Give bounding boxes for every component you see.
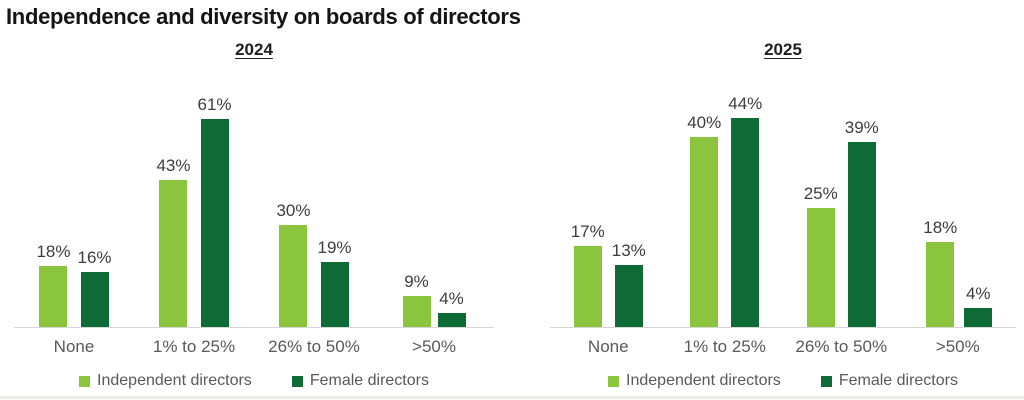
bar-independent-directors (926, 242, 955, 327)
legend-label: Female directors (838, 372, 958, 389)
bar-independent-directors (39, 266, 68, 327)
bar-column: 61% (198, 72, 232, 327)
bar-column: 16% (78, 72, 112, 327)
bar-column: 18% (36, 72, 71, 327)
bar-value-label: 30% (276, 201, 311, 220)
bar-column: 4% (437, 72, 466, 327)
square-swatch-icon (79, 375, 91, 387)
charts-row: 2024 18% 16% 43% 61% 30% 19% 9% 4% None 1% to 25% 2… (0, 34, 1024, 390)
legend: Independent directors Female directors (14, 372, 494, 390)
bar-female-directors (847, 142, 876, 327)
x-axis-labels: None 1% to 25% 26% to 50% >50% (550, 337, 1016, 357)
bar-column: 4% (964, 72, 993, 327)
bar-independent-directors (690, 137, 719, 327)
bar-group: 43% 61% (134, 72, 254, 327)
bar-value-label: 43% (156, 156, 191, 175)
chart-year-title: 2025 (764, 40, 802, 59)
plot-area: 18% 16% 43% 61% 30% 19% 9% 4% (14, 72, 494, 328)
bar-value-label: 18% (36, 242, 71, 261)
bar-value-label: 44% (728, 94, 763, 113)
bar-group: 25% 39% (783, 72, 900, 327)
legend-label: Independent directors (626, 372, 781, 389)
page-title: Independence and diversity on boards of … (6, 4, 521, 29)
bar-female-directors (731, 118, 760, 327)
bottom-divider (0, 396, 1024, 399)
bar-group: 30% 19% (254, 72, 374, 327)
square-swatch-icon (608, 375, 620, 387)
x-axis-label: >50% (412, 337, 456, 356)
legend-label: Female directors (309, 372, 429, 389)
bar-female-directors (614, 265, 643, 327)
square-swatch-icon (820, 375, 832, 387)
bar-column: 30% (276, 72, 311, 327)
bar-independent-directors (402, 296, 431, 327)
bar-value-label: 61% (197, 95, 232, 114)
x-axis-label: 1% to 25% (152, 337, 236, 356)
bar-value-label: 25% (803, 184, 838, 203)
bar-column: 9% (402, 72, 431, 327)
bar-column: 25% (804, 72, 838, 327)
legend-item: Independent directors (79, 372, 252, 390)
legend: Independent directors Female directors (550, 372, 1016, 390)
bar-value-label: 16% (77, 248, 112, 267)
bar-group: 17% 13% (550, 72, 667, 327)
bar-group: 18% 4% (900, 72, 1017, 327)
bar-female-directors (964, 308, 993, 327)
bar-column: 39% (845, 72, 879, 327)
legend-label: Independent directors (97, 372, 252, 389)
x-axis-label: 26% to 50% (268, 337, 360, 356)
chart-year-title: 2024 (235, 40, 273, 59)
bar-column: 19% (318, 72, 352, 327)
bar-column: 17% (571, 72, 605, 327)
bar-value-label: 40% (687, 113, 722, 132)
bar-value-label: 9% (404, 272, 429, 291)
square-swatch-icon (291, 375, 303, 387)
bar-female-directors (320, 262, 349, 327)
x-axis-label: None (53, 337, 95, 356)
legend-item: Independent directors (608, 372, 781, 390)
bar-column: 44% (728, 72, 762, 327)
bar-column: 43% (156, 72, 191, 327)
bar-column: 13% (612, 72, 646, 327)
bar-value-label: 13% (611, 241, 646, 260)
x-axis-label: None (587, 337, 629, 356)
bar-female-directors (80, 272, 109, 327)
bar-value-label: 4% (965, 284, 991, 303)
bar-independent-directors (279, 225, 308, 327)
bar-value-label: 4% (439, 289, 464, 308)
bar-column: 40% (687, 72, 721, 327)
legend-item: Female directors (820, 372, 958, 390)
legend-item: Female directors (291, 372, 429, 390)
bar-value-label: 19% (317, 238, 352, 257)
chart-2025: 2025 17% 13% 40% 44% 25% 39% 18% 4% None 1% to 25%… (550, 34, 1016, 390)
bar-value-label: 17% (570, 222, 605, 241)
bar-female-directors (200, 119, 229, 327)
bar-group: 40% 44% (667, 72, 784, 327)
x-axis-label: >50% (935, 337, 980, 356)
bar-column: 18% (923, 72, 957, 327)
x-axis-label: 1% to 25% (683, 337, 766, 356)
chart-2024: 2024 18% 16% 43% 61% 30% 19% 9% 4% None 1% to 25% 2… (14, 34, 494, 390)
bar-female-directors (437, 313, 466, 327)
bar-value-label: 39% (844, 118, 879, 137)
x-axis-label: 26% to 50% (795, 337, 888, 356)
bar-independent-directors (159, 180, 188, 327)
bar-independent-directors (806, 208, 835, 327)
bar-group: 9% 4% (374, 72, 494, 327)
bar-group: 18% 16% (14, 72, 134, 327)
plot-area: 17% 13% 40% 44% 25% 39% 18% 4% (550, 72, 1016, 328)
x-axis-labels: None 1% to 25% 26% to 50% >50% (14, 337, 494, 357)
bar-independent-directors (573, 246, 602, 327)
bar-value-label: 18% (923, 218, 958, 237)
